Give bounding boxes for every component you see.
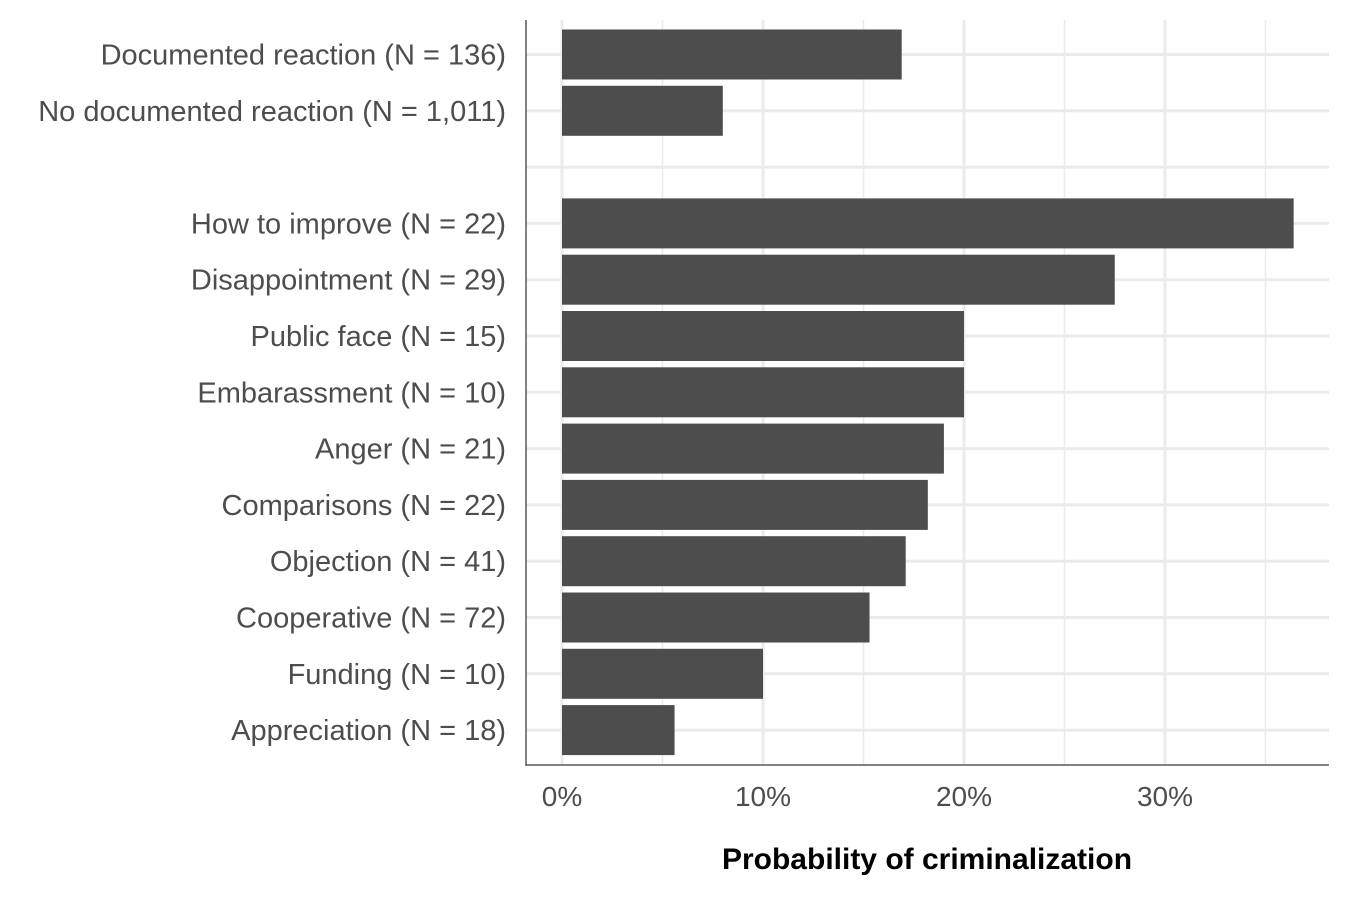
bars <box>562 29 1294 756</box>
category-label: Funding (N = 10) <box>288 659 506 691</box>
bar <box>562 648 763 699</box>
bar <box>562 254 1115 305</box>
category-labels: Documented reaction (N = 136) No document… <box>38 40 506 748</box>
bar <box>562 311 964 361</box>
bar <box>562 705 675 756</box>
category-label: Embarassment (N = 10) <box>197 377 506 409</box>
bar <box>562 536 906 587</box>
category-label: Disappointment (N = 29) <box>191 265 506 297</box>
category-label: Comparisons (N = 22) <box>222 490 506 522</box>
category-label: Cooperative (N = 72) <box>236 603 506 635</box>
bar <box>562 367 964 418</box>
category-label: Anger (N = 21) <box>315 434 506 466</box>
bar <box>562 592 870 643</box>
category-label: Documented reaction (N = 136) <box>101 40 506 72</box>
x-tick-label: 20% <box>936 781 992 812</box>
axes <box>525 20 1329 766</box>
x-axis-title: Probability of criminalization <box>722 843 1132 876</box>
category-label: Public face (N = 15) <box>251 321 506 353</box>
bar <box>562 423 944 474</box>
bar <box>562 479 928 530</box>
x-tick-label: 30% <box>1137 781 1193 812</box>
bar <box>562 29 902 80</box>
bar <box>562 85 723 136</box>
x-tick-labels: 0% 10% 20% 30% <box>542 781 1193 812</box>
category-label: Objection (N = 41) <box>270 546 506 578</box>
category-label: Appreciation (N = 18) <box>231 715 506 747</box>
category-label: No documented reaction (N = 1,011) <box>38 96 506 128</box>
x-tick-label: 0% <box>542 781 582 812</box>
category-label: How to improve (N = 22) <box>191 208 506 240</box>
bar <box>562 198 1294 249</box>
x-tick-label: 10% <box>735 781 791 812</box>
